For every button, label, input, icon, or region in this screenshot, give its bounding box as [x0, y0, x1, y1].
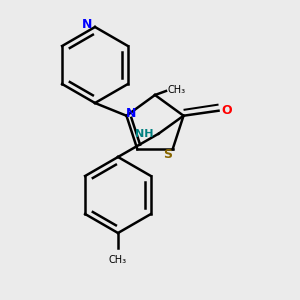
Text: S: S	[163, 148, 172, 161]
Text: O: O	[221, 104, 232, 117]
Text: CH₃: CH₃	[109, 255, 127, 265]
Text: N: N	[126, 107, 137, 120]
Text: NH: NH	[135, 129, 154, 139]
Text: CH₃: CH₃	[167, 85, 185, 95]
Text: N: N	[82, 19, 92, 32]
